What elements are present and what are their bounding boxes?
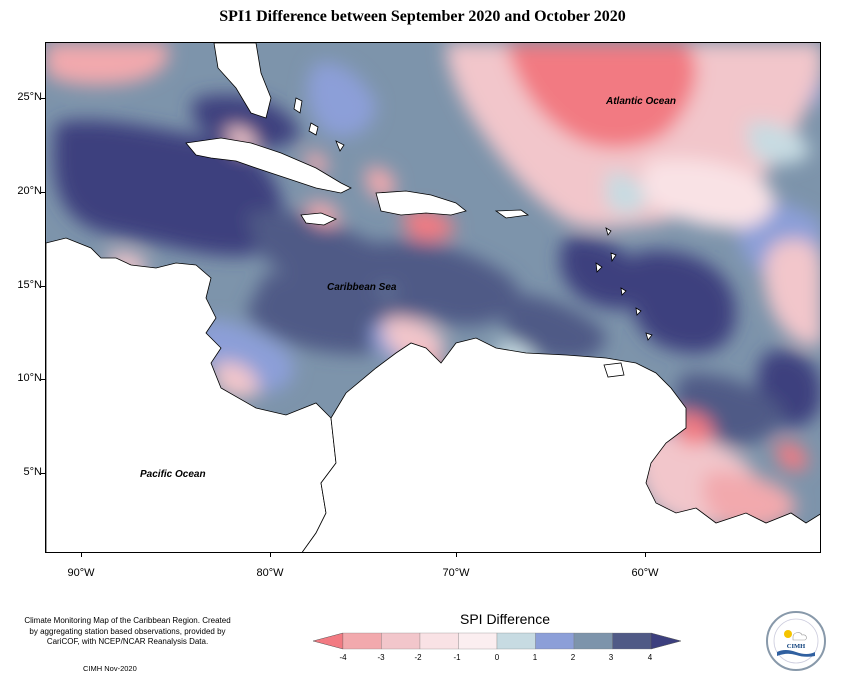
legend-color-cell (496, 632, 536, 650)
legend-color-cell (535, 632, 575, 650)
x-tick-label: 80°W (256, 567, 284, 579)
y-tick (41, 473, 45, 474)
logo-text: CIMH (787, 643, 805, 650)
land-mask (46, 43, 820, 552)
y-tick-label: 25°N (17, 91, 42, 103)
y-tick (41, 98, 45, 99)
legend-color-cell (458, 632, 498, 650)
legend-colorbar (313, 632, 681, 650)
footer-note: Climate Monitoring Map of the Caribbean … (24, 616, 231, 646)
y-tick-label: 20°N (17, 185, 42, 197)
label-caribbean-sea: Caribbean Sea (327, 282, 397, 293)
legend-color-cell (342, 632, 382, 650)
spi-difference-map: Atlantic Ocean Caribbean Sea Pacific Oce… (46, 43, 820, 552)
label-atlantic-ocean: Atlantic Ocean (605, 96, 676, 107)
y-tick (41, 286, 45, 287)
x-tick (645, 553, 646, 557)
legend-label: -1 (453, 653, 461, 662)
x-tick (81, 553, 82, 557)
map-title: SPI1 Difference between September 2020 a… (219, 8, 626, 25)
cimh-logo: CIMH (766, 611, 826, 671)
x-tick-label: 70°W (442, 567, 470, 579)
legend-label: -2 (414, 653, 422, 662)
legend-arrow-high (650, 632, 681, 650)
spi-field (46, 43, 820, 530)
legend-label: 2 (570, 653, 576, 662)
legend-title: SPI Difference (459, 611, 550, 627)
y-tick-label: 10°N (17, 372, 42, 384)
legend-label: 0 (494, 653, 500, 662)
cloud-icon (792, 632, 807, 641)
legend-label: 4 (647, 653, 653, 662)
x-tick-label: 60°W (631, 567, 659, 579)
legend-color-cell (573, 632, 613, 650)
y-tick (41, 379, 45, 380)
legend-label: -3 (377, 653, 385, 662)
legend-color-cell (381, 632, 421, 650)
legend-color-cell (612, 632, 652, 650)
legend-label: 1 (532, 653, 538, 662)
legend-arrow-low (313, 632, 344, 650)
legend-color-cell (419, 632, 459, 650)
x-tick-label: 90°W (67, 567, 95, 579)
x-tick (270, 553, 271, 557)
label-pacific-ocean: Pacific Ocean (140, 469, 206, 480)
legend-label: 3 (608, 653, 614, 662)
y-tick-label: 5°N (23, 466, 42, 478)
y-tick-label: 15°N (17, 279, 42, 291)
x-tick (456, 553, 457, 557)
legend-label: -4 (339, 653, 347, 662)
y-tick (41, 192, 45, 193)
sun-icon (784, 630, 792, 638)
footer-credit: CIMH Nov-2020 (83, 664, 137, 673)
map-area[interactable]: Atlantic Ocean Caribbean Sea Pacific Oce… (45, 42, 821, 553)
